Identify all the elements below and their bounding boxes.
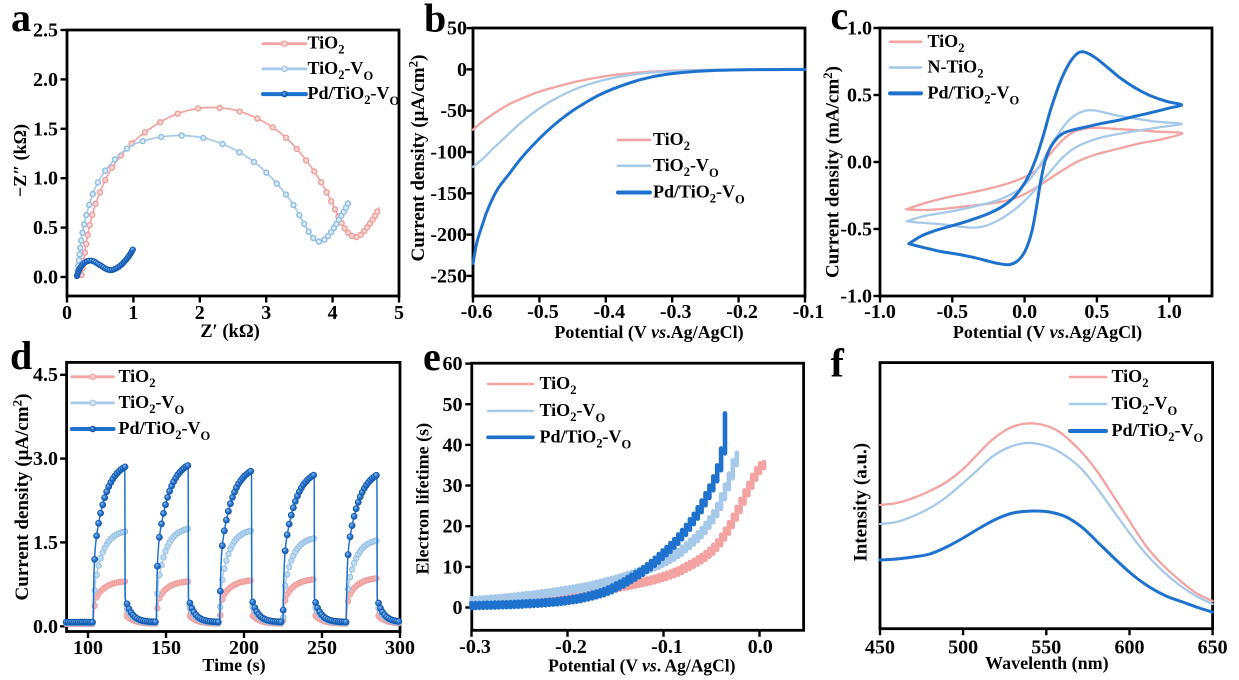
svg-text:1.0: 1.0 xyxy=(33,168,58,190)
svg-text:300: 300 xyxy=(385,637,415,659)
svg-text:-250: -250 xyxy=(430,265,467,287)
svg-text:3: 3 xyxy=(261,302,271,324)
svg-text:-50: -50 xyxy=(440,100,467,122)
svg-text:0.0: 0.0 xyxy=(1012,301,1037,323)
svg-text:0: 0 xyxy=(62,302,72,324)
svg-text:−Z″ (kΩ): −Z″ (kΩ) xyxy=(10,124,31,197)
svg-text:0.5: 0.5 xyxy=(1084,301,1109,323)
svg-text:30: 30 xyxy=(443,475,463,497)
svg-text:0: 0 xyxy=(453,597,463,619)
svg-text:150: 150 xyxy=(151,637,181,659)
svg-text:2.0: 2.0 xyxy=(33,69,58,91)
svg-text:10: 10 xyxy=(443,556,463,578)
svg-text:600: 600 xyxy=(1115,637,1145,659)
svg-text:-0.3: -0.3 xyxy=(660,301,692,323)
svg-text:-200: -200 xyxy=(430,224,467,246)
svg-text:Current density (μA/cm2): Current density (μA/cm2) xyxy=(406,55,430,262)
svg-text:0.0: 0.0 xyxy=(748,636,773,658)
svg-text:4: 4 xyxy=(328,302,338,324)
svg-text:2: 2 xyxy=(195,302,205,324)
svg-text:200: 200 xyxy=(229,637,259,659)
svg-text:3.0: 3.0 xyxy=(33,448,58,470)
svg-text:0.5: 0.5 xyxy=(33,217,58,239)
svg-text:Electron lifetime (s): Electron lifetime (s) xyxy=(413,423,434,575)
svg-text:-0.1: -0.1 xyxy=(651,636,683,658)
svg-text:0.5: 0.5 xyxy=(847,85,872,107)
svg-text:Z′ (kΩ): Z′ (kΩ) xyxy=(200,322,260,342)
svg-text:Wavelenth (nm): Wavelenth (nm) xyxy=(985,653,1109,674)
svg-text:-0.5: -0.5 xyxy=(527,301,559,323)
svg-text:a: a xyxy=(11,0,31,40)
svg-text:Intensity (a.u.): Intensity (a.u.) xyxy=(851,443,872,562)
svg-text:1: 1 xyxy=(128,302,138,324)
svg-text:550: 550 xyxy=(1031,637,1061,659)
svg-text:-150: -150 xyxy=(430,183,467,205)
svg-text:1.5: 1.5 xyxy=(33,118,58,140)
svg-text:50: 50 xyxy=(443,394,463,416)
svg-text:-0.5: -0.5 xyxy=(840,219,872,241)
svg-text:1.5: 1.5 xyxy=(33,532,58,554)
svg-text:Potential (V vs.Ag/AgCl): Potential (V vs.Ag/AgCl) xyxy=(554,322,743,343)
svg-text:Current density (mA/cm2): Current density (mA/cm2) xyxy=(820,66,844,278)
svg-text:2.5: 2.5 xyxy=(33,20,58,42)
svg-text:-0.2: -0.2 xyxy=(726,301,758,323)
svg-text:Time (s): Time (s) xyxy=(202,655,265,676)
svg-text:Potential (V vs. Ag/AgCl): Potential (V vs. Ag/AgCl) xyxy=(548,656,735,676)
svg-text:e: e xyxy=(423,334,441,379)
svg-text:-0.5: -0.5 xyxy=(936,301,968,323)
svg-text:Current density (μA/cm2): Current density (μA/cm2) xyxy=(10,394,34,601)
svg-text:-0.2: -0.2 xyxy=(555,636,587,658)
svg-text:5: 5 xyxy=(394,302,404,324)
svg-text:450: 450 xyxy=(865,637,895,659)
svg-text:0.0: 0.0 xyxy=(847,152,872,174)
svg-text:-100: -100 xyxy=(430,142,467,164)
svg-text:b: b xyxy=(424,0,446,41)
svg-text:N-TiO2: N-TiO2 xyxy=(928,57,984,81)
svg-text:-0.1: -0.1 xyxy=(793,301,825,323)
svg-text:60: 60 xyxy=(443,353,463,375)
svg-text:c: c xyxy=(831,0,849,38)
svg-text:4.5: 4.5 xyxy=(33,364,58,386)
svg-text:Potential (V vs.Ag/AgCl): Potential (V vs.Ag/AgCl) xyxy=(953,322,1142,343)
svg-text:0.0: 0.0 xyxy=(33,267,58,289)
svg-text:40: 40 xyxy=(443,434,463,456)
svg-text:1.0: 1.0 xyxy=(847,18,872,40)
svg-text:500: 500 xyxy=(948,637,978,659)
svg-text:1.0: 1.0 xyxy=(1157,301,1182,323)
svg-text:0: 0 xyxy=(457,59,467,81)
svg-text:-1.0: -1.0 xyxy=(864,301,896,323)
svg-text:-0.6: -0.6 xyxy=(461,301,493,323)
svg-text:250: 250 xyxy=(307,637,337,659)
svg-text:650: 650 xyxy=(1198,637,1228,659)
svg-text:d: d xyxy=(10,333,32,378)
svg-text:-1.0: -1.0 xyxy=(840,286,872,308)
svg-text:TiO2: TiO2 xyxy=(653,129,690,153)
svg-text:100: 100 xyxy=(73,637,103,659)
svg-text:-0.4: -0.4 xyxy=(593,301,625,323)
svg-text:0.0: 0.0 xyxy=(33,616,58,638)
svg-text:20: 20 xyxy=(443,516,463,538)
svg-text:f: f xyxy=(831,341,845,386)
svg-text:50: 50 xyxy=(447,18,467,40)
svg-text:-0.3: -0.3 xyxy=(459,636,491,658)
